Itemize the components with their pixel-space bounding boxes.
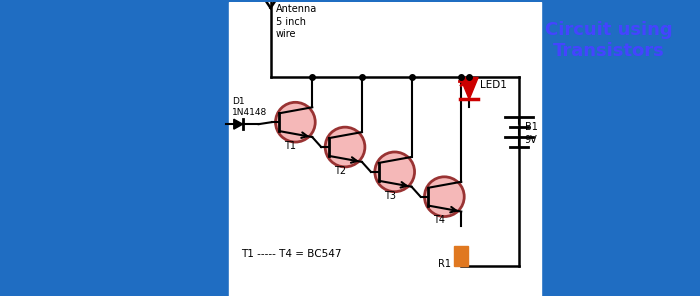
- Text: Transistors: Transistors: [554, 42, 665, 60]
- Circle shape: [276, 102, 315, 142]
- Text: R1: R1: [438, 259, 452, 269]
- Circle shape: [326, 127, 365, 167]
- Text: T2: T2: [334, 166, 346, 176]
- Text: Circuit using: Circuit using: [545, 21, 673, 39]
- Text: D1
1N4148: D1 1N4148: [232, 97, 267, 117]
- Text: T4: T4: [433, 215, 445, 226]
- Polygon shape: [461, 78, 478, 99]
- Text: T3: T3: [384, 191, 395, 201]
- Text: B1
9V: B1 9V: [525, 122, 538, 145]
- Bar: [229, 2, 540, 296]
- Polygon shape: [234, 119, 243, 129]
- Text: Antenna
5 inch
wire: Antenna 5 inch wire: [276, 4, 317, 39]
- Text: T1 ----- T4 = BC547: T1 ----- T4 = BC547: [241, 249, 341, 259]
- Circle shape: [374, 152, 414, 192]
- Circle shape: [424, 177, 464, 217]
- Text: T1: T1: [284, 141, 296, 151]
- Text: LED1: LED1: [480, 81, 507, 91]
- Bar: [454, 246, 468, 266]
